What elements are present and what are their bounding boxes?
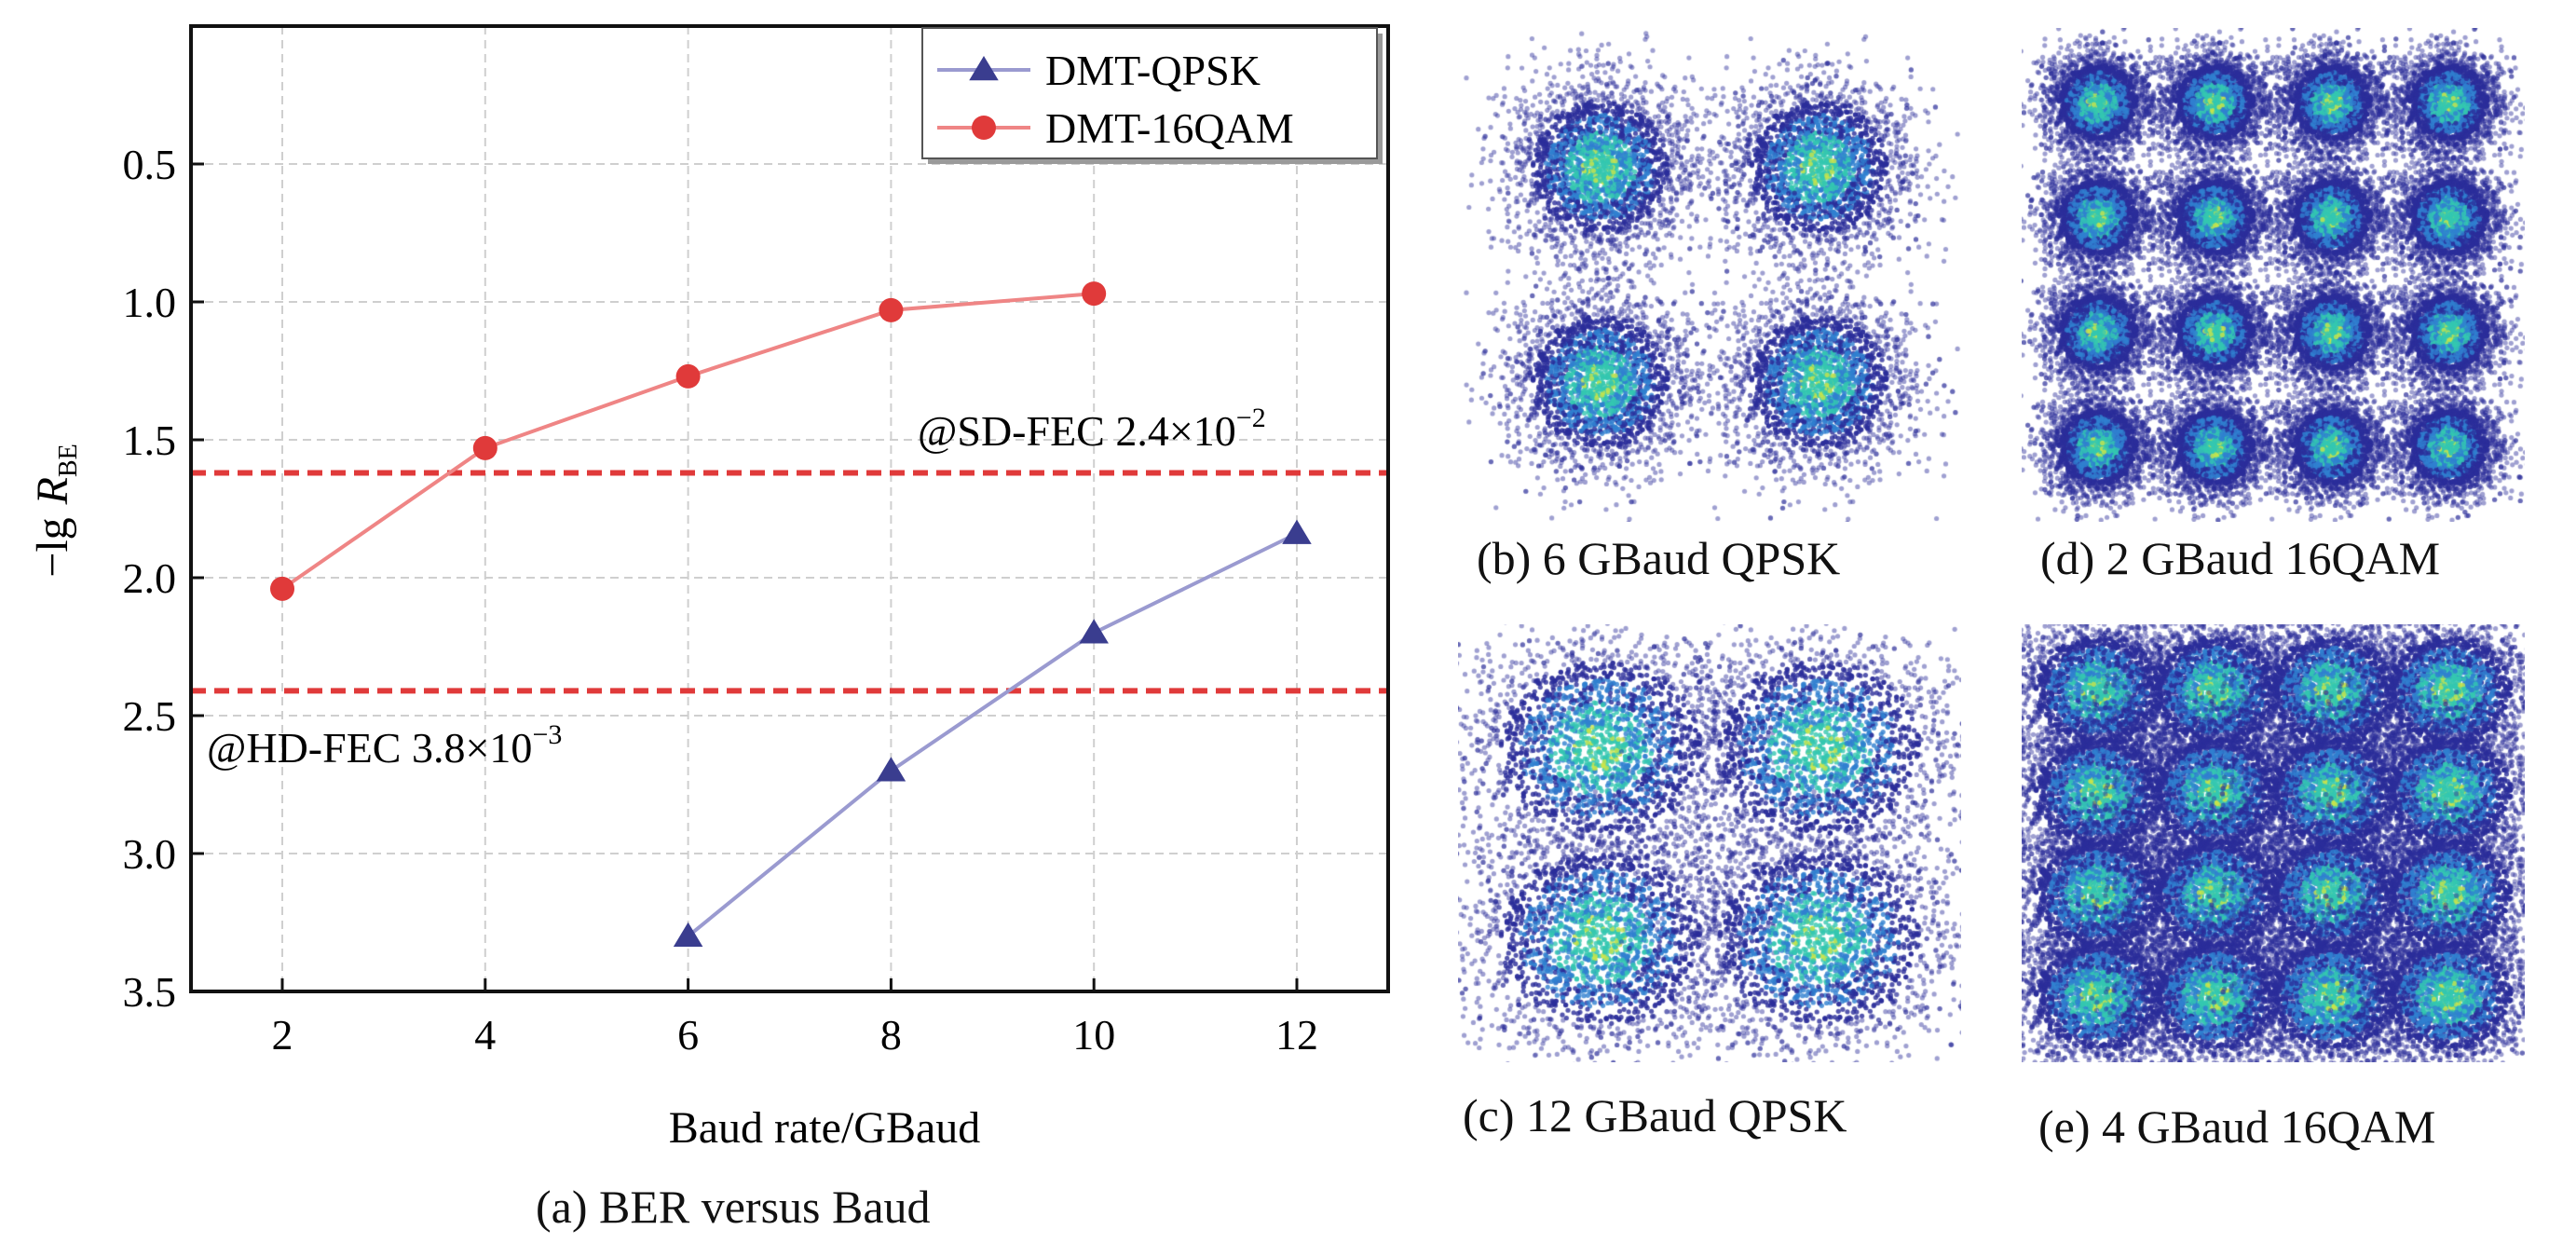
threshold-lines	[191, 470, 1388, 694]
grid-lines	[191, 26, 1388, 992]
x-tick-label: 2	[272, 1011, 293, 1059]
series-group	[270, 281, 1312, 948]
y-tick-label: 1.0	[123, 279, 177, 326]
threshold-label-sd: @SD-FEC 2.4×10−2	[918, 403, 1266, 455]
data-point	[675, 363, 701, 389]
data-point	[876, 757, 906, 782]
legend-marker	[969, 56, 999, 81]
data-point	[472, 435, 497, 460]
x-tick-label: 10	[1072, 1011, 1115, 1059]
x-tick-label: 12	[1275, 1011, 1318, 1059]
y-tick-label: 1.5	[123, 417, 177, 464]
caption-panel-e: (e) 4 GBaud 16QAM	[2038, 1100, 2436, 1153]
legend: DMT-QPSK DMT-16QAM	[921, 27, 1383, 164]
legend-box	[921, 27, 1378, 159]
plot-frame	[189, 24, 1390, 993]
legend-label: DMT-QPSK	[1045, 47, 1261, 94]
y-tick-label: 3.5	[123, 968, 177, 1016]
ber-chart: 2 4 6 8 10 120.51.01.52.02.53.03.5 DMT-QPSKDM…	[28, 24, 1390, 1153]
data-point	[879, 297, 904, 322]
caption-panel-b: (b) 6 GBaud QPSK	[1477, 532, 1841, 584]
y-tick-label: 2.0	[123, 554, 177, 602]
constellation-12gbaud-qpsk	[1458, 624, 1961, 1062]
constellation-4gbaud-16qam	[2022, 624, 2525, 1062]
caption-panel-a: (a) BER versus Baud	[536, 1181, 931, 1233]
series-line	[687, 531, 1298, 938]
y-tick-label: 2.5	[123, 692, 177, 740]
data-point	[1282, 519, 1312, 544]
threshold-label-hd: @HD-FEC 3.8×10−3	[207, 719, 562, 772]
x-axis-label: Baud rate/GBaud	[669, 1103, 981, 1153]
legend-marker	[972, 116, 996, 140]
axis-ticks: 2 4 6 8 10 12 0.5 1.0 1.5 2.0 2.5 3.0 3.5	[123, 141, 1318, 1059]
caption-panel-d: (d) 2 GBaud 16QAM	[2040, 532, 2441, 584]
x-tick-label: 4	[474, 1011, 496, 1059]
constellation-6gbaud-qpsk	[1458, 28, 1961, 522]
data-point	[270, 576, 295, 601]
data-point	[673, 922, 703, 948]
x-tick-label: 8	[880, 1011, 902, 1059]
y-tick-label: 3.0	[123, 830, 177, 878]
legend-label: DMT-16QAM	[1045, 104, 1294, 152]
data-point	[1079, 619, 1109, 644]
y-tick-label: 0.5	[123, 141, 177, 188]
x-tick-label: 6	[677, 1011, 699, 1059]
caption-panel-c: (c) 12 GBaud QPSK	[1463, 1089, 1847, 1141]
y-axis-label: −lgRBE	[28, 444, 83, 578]
constellation-2gbaud-16qam	[2022, 28, 2525, 522]
data-point	[1082, 281, 1107, 307]
